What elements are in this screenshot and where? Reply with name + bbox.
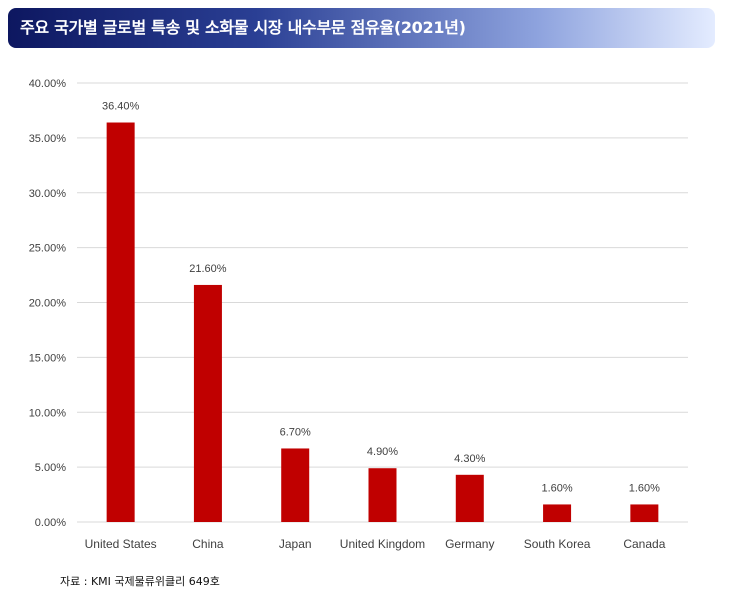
chart-title: 주요 국가별 글로벌 특송 및 소화물 시장 내수부문 점유율(2021년) bbox=[20, 18, 466, 37]
bar bbox=[455, 474, 484, 522]
data-label: 21.60% bbox=[189, 263, 227, 275]
y-tick-label: 0.00% bbox=[35, 517, 66, 529]
y-tick-label: 5.00% bbox=[35, 462, 66, 474]
y-tick-label: 40.00% bbox=[29, 78, 67, 90]
bar bbox=[193, 284, 222, 522]
y-tick-label: 15.00% bbox=[29, 352, 67, 364]
y-tick-label: 30.00% bbox=[29, 188, 67, 200]
y-tick-label: 35.00% bbox=[29, 133, 67, 145]
y-tick-label: 25.00% bbox=[29, 243, 67, 255]
x-tick-label: United States bbox=[85, 537, 157, 551]
x-tick-label: Canada bbox=[623, 537, 665, 551]
x-tick-label: Japan bbox=[279, 537, 312, 551]
data-label: 4.30% bbox=[454, 453, 485, 465]
x-tick-label: Germany bbox=[445, 537, 494, 551]
data-label: 1.60% bbox=[629, 482, 660, 494]
x-tick-label: China bbox=[192, 537, 224, 551]
title-bar: 주요 국가별 글로벌 특송 및 소화물 시장 내수부문 점유율(2021년) bbox=[8, 8, 715, 48]
data-label: 1.60% bbox=[541, 482, 572, 494]
bar bbox=[106, 122, 135, 522]
x-tick-label: South Korea bbox=[524, 537, 591, 551]
y-tick-label: 20.00% bbox=[29, 298, 67, 310]
data-label: 4.90% bbox=[367, 446, 398, 458]
bar bbox=[630, 504, 659, 522]
y-tick-label: 10.00% bbox=[29, 407, 67, 419]
x-tick-label: United Kingdom bbox=[340, 537, 425, 551]
bar bbox=[543, 504, 572, 522]
bar bbox=[281, 448, 310, 522]
data-label: 6.70% bbox=[280, 426, 311, 438]
bar bbox=[368, 468, 397, 522]
source-note: 자료 : KMI 국제물류위클리 649호 bbox=[60, 575, 220, 588]
data-label: 36.40% bbox=[102, 101, 140, 113]
